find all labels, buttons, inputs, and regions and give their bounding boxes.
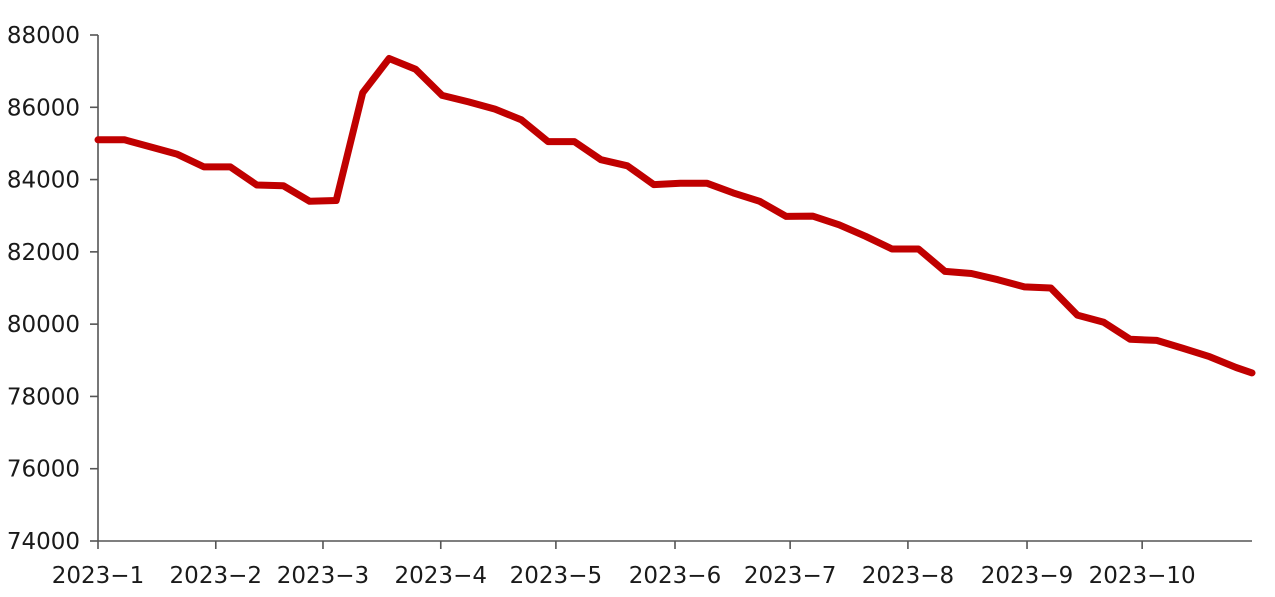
series-line-series-1 <box>94 55 1256 377</box>
x-tick-label: 2023−10 <box>1089 563 1196 589</box>
y-tick-label: 86000 <box>7 95 80 121</box>
x-axis-ticks: 2023−1 2023−2 2023−3 2023−4 2023−5 2023−6 2023… <box>52 541 1196 589</box>
series-group <box>94 55 1256 377</box>
x-tick-label: 2023−3 <box>277 563 369 589</box>
x-tick-label: 2023−2 <box>170 563 262 589</box>
x-tick-label: 2023−9 <box>981 563 1073 589</box>
y-tick-label: 78000 <box>7 384 80 410</box>
y-tick-label: 82000 <box>7 240 80 266</box>
x-tick-label: 2023−4 <box>395 563 487 589</box>
y-tick-label: 84000 <box>7 168 80 194</box>
x-tick-label: 2023−1 <box>52 563 144 589</box>
y-tick-label: 80000 <box>7 312 80 338</box>
y-tick-label: 76000 <box>7 457 80 483</box>
y-tick-label: 74000 <box>7 529 80 555</box>
x-tick-label: 2023−7 <box>744 563 836 589</box>
x-tick-label: 2023−5 <box>510 563 602 589</box>
y-tick-label: 88000 <box>7 23 80 49</box>
x-tick-label: 2023−6 <box>629 563 721 589</box>
y-axis-ticks: 74000 76000 78000 80000 82000 84000 86000 88000 <box>7 23 98 555</box>
x-tick-label: 2023−8 <box>862 563 954 589</box>
